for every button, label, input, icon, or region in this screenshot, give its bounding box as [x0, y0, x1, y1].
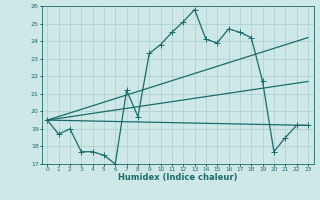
- X-axis label: Humidex (Indice chaleur): Humidex (Indice chaleur): [118, 173, 237, 182]
